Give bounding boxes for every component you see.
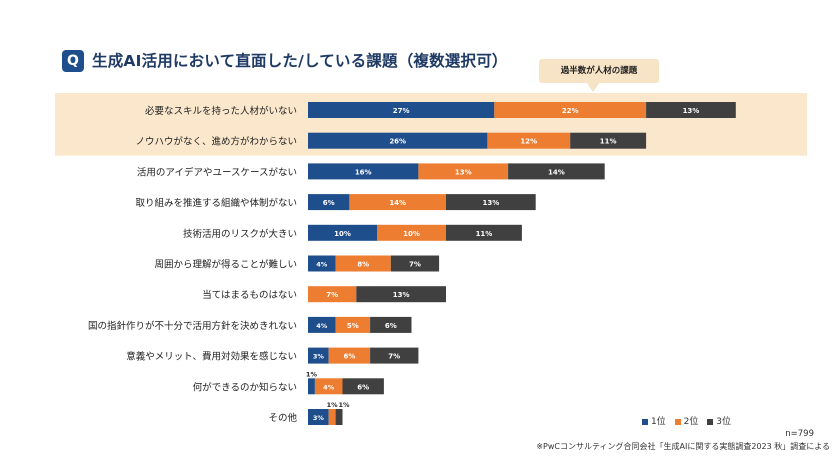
data-label: 6% — [343, 353, 355, 361]
category-label: 何ができるのか知らない — [193, 381, 297, 393]
legend-swatch-rank3 — [707, 418, 714, 425]
bar-segment — [349, 194, 446, 211]
category-label: 活用のアイデアやユースケースがない — [137, 166, 297, 178]
category-label: 国の指針作りが不十分で活用方針を決めきれない — [88, 320, 297, 332]
data-label: 27% — [393, 107, 410, 115]
legend: 1位 2位 3位 — [636, 414, 731, 427]
data-label: 22% — [562, 107, 579, 115]
bar-segment — [328, 409, 336, 425]
data-label: 4% — [316, 261, 328, 269]
data-label: 3% — [313, 414, 325, 422]
bar-segment — [370, 347, 419, 364]
data-label: 26% — [389, 138, 406, 146]
callout-box: 過半数が人材の課題 — [539, 59, 659, 83]
data-label: 13% — [393, 291, 410, 299]
data-label: 13% — [683, 107, 700, 115]
legend-swatch-rank2 — [674, 418, 681, 425]
legend-item-rank1: 1位 — [642, 417, 669, 427]
bar-segment — [308, 163, 419, 180]
chart-title: 生成AI活用において直面した/している課題（複数選択可） — [92, 52, 508, 70]
data-label: 1% — [327, 401, 339, 409]
bar-segment — [508, 163, 605, 180]
data-label: 12% — [520, 138, 537, 146]
data-label: 4% — [316, 322, 328, 330]
legend-label-rank1: 1位 — [651, 417, 666, 427]
category-label: その他 — [268, 412, 297, 424]
data-label: 1% — [339, 401, 351, 409]
data-label: 14% — [548, 168, 565, 176]
data-label: 8% — [357, 261, 369, 269]
bar-segment — [308, 347, 329, 364]
data-label: 7% — [388, 353, 400, 361]
data-label: 11% — [600, 138, 617, 146]
bar-segment — [390, 255, 440, 272]
bar-segment — [328, 347, 371, 364]
bar-segment — [446, 194, 536, 211]
bar-segment — [646, 102, 736, 118]
bar-segment — [342, 378, 384, 395]
callout-pointer — [586, 82, 600, 92]
question-badge: Q — [62, 50, 84, 72]
data-label: 7% — [409, 261, 421, 269]
data-label: 16% — [355, 168, 372, 176]
bar-segment — [308, 255, 336, 272]
data-label: 5% — [347, 322, 359, 330]
data-label: 10% — [403, 230, 420, 238]
bar-segment — [377, 224, 446, 241]
bar-segment — [308, 194, 350, 211]
data-label: 10% — [334, 230, 351, 238]
bar-segment — [370, 316, 412, 333]
bar-segment — [487, 132, 571, 149]
bar-segment — [308, 286, 357, 303]
data-label: 6% — [385, 322, 397, 330]
bar-segment — [494, 102, 647, 118]
legend-label-rank3: 3位 — [716, 417, 731, 427]
data-label: 13% — [482, 199, 499, 207]
bar-segment — [335, 255, 391, 272]
category-label: 技術活用のリスクが大きい — [183, 228, 297, 240]
bar-segment — [335, 316, 371, 333]
data-label: 3% — [313, 353, 325, 361]
data-label: 6% — [323, 199, 335, 207]
category-label: 周囲から理解が得ることが難しい — [154, 259, 297, 271]
bar-segment — [446, 224, 522, 241]
sample-size-note: n=799 — [785, 429, 814, 439]
category-label: 必要なスキルを持った人材がいない — [145, 105, 297, 117]
bar-segment — [308, 132, 488, 149]
bar-segment — [314, 378, 343, 395]
data-label: 1% — [306, 370, 318, 378]
data-label: 11% — [476, 230, 493, 238]
bar-segment — [570, 132, 647, 149]
legend-item-rank3: 3位 — [707, 417, 731, 427]
bar-segment — [308, 224, 377, 241]
data-label: 6% — [357, 383, 369, 391]
legend-item-rank2: 2位 — [674, 417, 702, 427]
bar-segment — [308, 378, 315, 395]
data-label: 13% — [455, 168, 472, 176]
legend-label-rank2: 2位 — [683, 417, 699, 427]
bar-segment — [418, 163, 509, 180]
category-label: 取り組みを推進する組織や体制がない — [135, 197, 297, 209]
data-label: 4% — [323, 383, 335, 391]
bar-segment — [308, 102, 495, 118]
category-label: ノウハウがなく、進め方がわからない — [135, 136, 297, 148]
data-label: 14% — [389, 199, 406, 207]
legend-swatch-rank1 — [642, 418, 648, 425]
bar-segment — [308, 409, 329, 425]
data-label: 7% — [326, 291, 338, 299]
bar-segment — [335, 409, 343, 425]
category-label: 当てはまるものはない — [202, 289, 297, 301]
category-label: 意義やメリット、費用対効果を感じない — [126, 351, 297, 363]
bar-segment — [308, 316, 336, 333]
source-note: ※PwCコンサルティング合同会社「生成AIに関する実態調査2023 秋」調査によ… — [536, 442, 830, 451]
bar-segment — [356, 286, 446, 303]
